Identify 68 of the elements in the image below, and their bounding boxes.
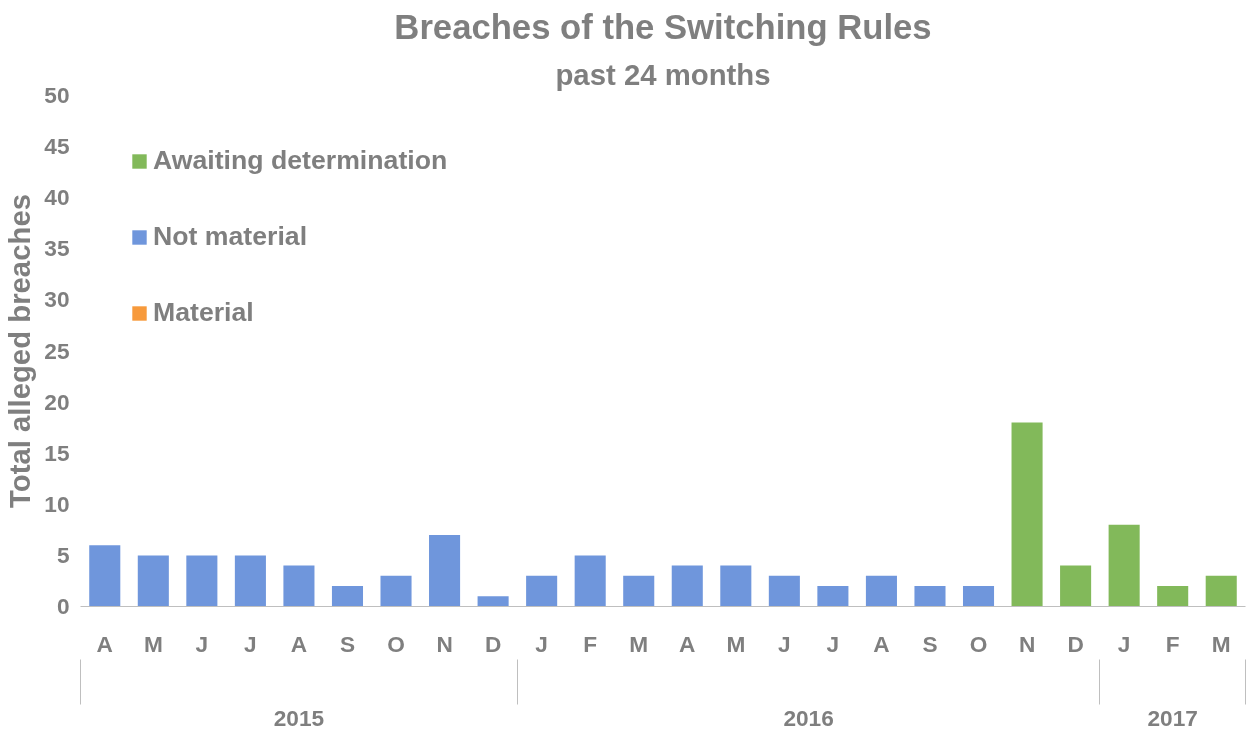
bar xyxy=(331,586,364,607)
bar xyxy=(137,555,169,607)
bar xyxy=(1157,586,1189,607)
bar xyxy=(1108,524,1140,607)
bar xyxy=(1205,575,1237,607)
x-tick-label: N xyxy=(436,630,453,657)
y-tick-label: 20 xyxy=(44,388,70,415)
x-tick-label: J xyxy=(1117,630,1131,657)
x-tick-label: A xyxy=(290,630,308,657)
x-tick-label: M xyxy=(1211,630,1231,657)
bar xyxy=(1060,565,1092,607)
x-tick-label: N xyxy=(1018,630,1036,657)
x-tick-label: O xyxy=(969,630,988,657)
legend-label: Material xyxy=(153,297,254,328)
y-tick-label: 35 xyxy=(44,235,70,262)
x-tick-label: O xyxy=(387,630,405,657)
x-tick-label: J xyxy=(244,630,257,657)
bar xyxy=(865,575,897,607)
bar xyxy=(671,565,703,607)
bar xyxy=(380,575,412,607)
bar xyxy=(914,586,946,607)
chart-subtitle: past 24 months xyxy=(555,57,771,91)
y-tick-label: 40 xyxy=(44,184,70,211)
bar xyxy=(283,565,315,607)
x-tick-label: J xyxy=(195,630,209,657)
bar xyxy=(574,555,606,607)
x-tick-label: J xyxy=(778,630,791,657)
y-tick-label: 25 xyxy=(44,337,70,364)
bar xyxy=(962,586,995,607)
bar xyxy=(429,534,461,607)
x-tick-label: A xyxy=(96,630,113,657)
legend-label: Not material xyxy=(153,221,308,252)
bar xyxy=(1011,422,1043,607)
x-tick-label: A xyxy=(679,630,696,657)
x-tick-label: M xyxy=(726,630,746,657)
y-tick-label: 30 xyxy=(44,286,70,313)
bar xyxy=(623,575,655,607)
x-tick-label: M xyxy=(629,630,649,657)
bar xyxy=(186,555,218,607)
bar xyxy=(768,575,800,607)
text: 2017 xyxy=(1147,704,1198,731)
text: 2016 xyxy=(783,704,834,731)
x-tick-label: S xyxy=(339,630,356,657)
y-tick-label: 50 xyxy=(44,82,70,108)
x-tick-label: D xyxy=(1067,630,1084,657)
x-tick-label: J xyxy=(535,630,548,657)
y-tick-label: 45 xyxy=(44,133,70,160)
x-tick-label: F xyxy=(583,630,598,657)
bar xyxy=(89,545,121,607)
x-tick-label: S xyxy=(922,630,938,657)
bar xyxy=(720,565,752,607)
x-tick-label: J xyxy=(826,630,840,657)
y-tick-label: 5 xyxy=(56,541,70,568)
legend-label: Awaiting determination xyxy=(153,145,448,176)
text: 2015 xyxy=(273,704,325,731)
x-tick-label: A xyxy=(873,630,890,657)
x-tick-label: M xyxy=(143,630,163,657)
y-tick-label: 10 xyxy=(44,490,70,517)
y-tick-label: 15 xyxy=(44,439,70,466)
y-tick-label: 0 xyxy=(56,593,70,619)
x-tick-label: F xyxy=(1165,630,1180,657)
bar xyxy=(817,586,849,607)
bar xyxy=(477,596,509,607)
x-tick-label: D xyxy=(484,630,502,657)
y-axis-title: Total alleged breaches xyxy=(3,193,37,509)
bar xyxy=(234,555,266,607)
chart-title: Breaches of the Switching Rules xyxy=(394,7,932,46)
bar xyxy=(526,575,558,607)
